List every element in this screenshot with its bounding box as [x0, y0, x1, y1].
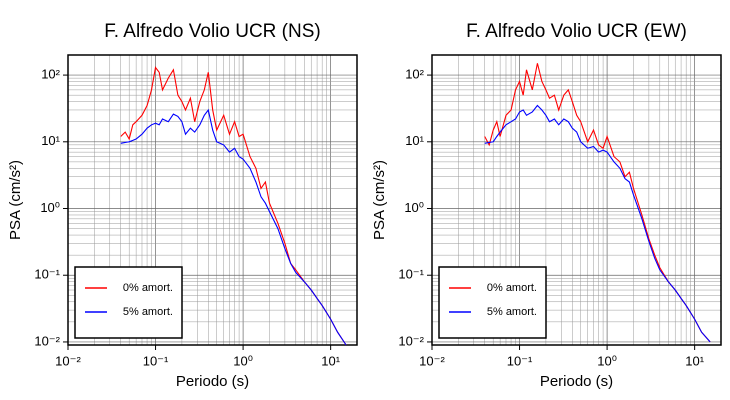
- y-tick-label: 10⁰: [404, 200, 424, 215]
- chart-title: F. Alfredo Volio UCR (NS): [104, 21, 320, 42]
- series-line: [484, 104, 711, 343]
- x-tick-label: 10⁻²: [419, 353, 445, 368]
- y-axis-label: PSA (cm/s²): [371, 160, 388, 240]
- x-tick-label: 10⁻¹: [143, 353, 169, 368]
- legend-label: 0% amort.: [123, 282, 173, 294]
- x-tick-label: 10¹: [321, 353, 340, 368]
- series-line: [484, 63, 711, 343]
- legend-box: [74, 266, 183, 339]
- y-tick-label: 10¹: [405, 133, 424, 148]
- legend-label: 0% amort.: [487, 282, 537, 294]
- y-tick-label: 10⁻²: [34, 333, 60, 348]
- y-tick-label: 10¹: [41, 133, 60, 148]
- y-tick-label: 10⁻²: [398, 333, 424, 348]
- x-axis-label: Periodo (s): [540, 373, 613, 390]
- x-tick-label: 10⁻²: [55, 353, 81, 368]
- legend-box: [438, 266, 547, 339]
- y-tick-label: 10⁻¹: [34, 267, 60, 282]
- x-tick-label: 10⁻¹: [507, 353, 533, 368]
- x-tick-label: 10¹: [685, 353, 704, 368]
- plot-frame: [67, 54, 358, 346]
- y-axis-label: PSA (cm/s²): [7, 160, 24, 240]
- legend-label: 5% amort.: [123, 306, 173, 318]
- y-tick-label: 10²: [405, 67, 424, 82]
- plot-frame: [431, 54, 722, 346]
- legend-label: 5% amort.: [487, 306, 537, 318]
- series-line: [120, 108, 347, 346]
- series-line: [120, 66, 347, 346]
- x-axis-label: Periodo (s): [176, 373, 249, 390]
- x-tick-label: 10⁰: [597, 353, 617, 368]
- x-tick-label: 10⁰: [233, 353, 253, 368]
- y-tick-label: 10⁰: [40, 200, 60, 215]
- y-tick-label: 10²: [41, 67, 60, 82]
- chart-title: F. Alfredo Volio UCR (EW): [466, 21, 687, 42]
- y-tick-label: 10⁻¹: [398, 267, 424, 282]
